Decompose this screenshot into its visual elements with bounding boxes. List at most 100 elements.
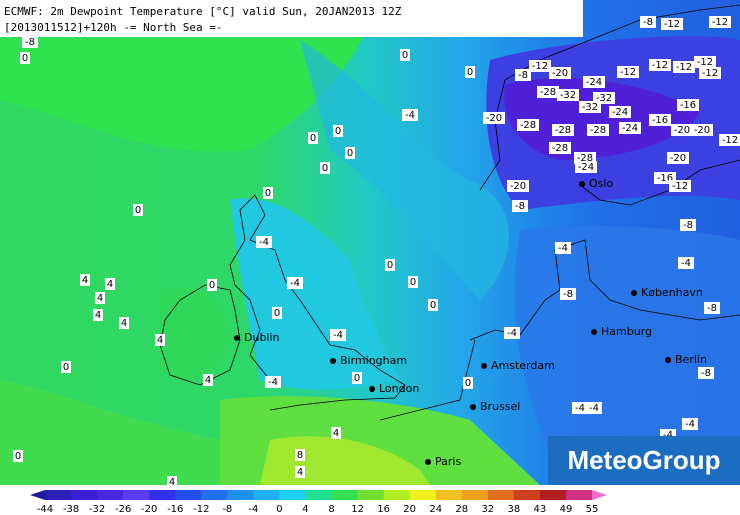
contour-label: 0 (274, 308, 280, 319)
label-box (105, 278, 115, 290)
label-box (649, 114, 671, 126)
contour-label: 4 (97, 293, 103, 304)
label-box (640, 16, 656, 28)
contour-label: 0 (63, 362, 69, 373)
contour-label: 0 (387, 260, 393, 271)
colorbar-label: 38 (507, 504, 520, 515)
label-box (256, 236, 272, 248)
label-box (330, 329, 346, 341)
colorbar-swatch (175, 490, 202, 500)
contour-label: -28 (540, 87, 556, 98)
label-box (529, 60, 551, 72)
city-dot (425, 459, 431, 465)
label-box (617, 66, 639, 78)
contour-label: -8 (518, 70, 528, 81)
contour-label: 0 (354, 373, 360, 384)
colorbar-swatch (149, 490, 176, 500)
label-box (552, 124, 574, 136)
colorbar-label: 28 (455, 504, 468, 515)
label-box (680, 219, 696, 231)
colorbar-swatch (71, 490, 98, 500)
label-box (295, 449, 305, 461)
colorbar-swatch (435, 490, 463, 500)
label-box (320, 162, 330, 174)
city-dot (591, 329, 597, 335)
colorbar-swatch (357, 490, 385, 500)
label-box (207, 279, 217, 291)
colorbar-swatch (253, 490, 280, 500)
label-box (560, 288, 576, 300)
logo-box (548, 436, 740, 485)
contour-label: -28 (555, 125, 571, 136)
contour-label: -28 (590, 125, 606, 136)
label-box (463, 377, 473, 389)
colorbar-swatch (279, 490, 306, 500)
label-box (515, 69, 531, 81)
label-box (587, 124, 609, 136)
label-box (682, 418, 698, 430)
contour-label: 0 (310, 133, 316, 144)
contour-label: -4 (268, 377, 278, 388)
label-box (649, 59, 671, 71)
contour-label: -4 (575, 403, 585, 414)
label-box (61, 361, 71, 373)
label-box (549, 67, 571, 79)
city-name: Hamburg (601, 325, 652, 338)
contour-label: 4 (205, 375, 211, 386)
contour-label: 0 (410, 277, 416, 288)
label-box (575, 161, 597, 173)
contour-label: 0 (209, 280, 215, 291)
city-name: Paris (435, 455, 461, 468)
contour-label: -16 (652, 115, 668, 126)
label-box (694, 56, 716, 68)
label-box (619, 122, 641, 134)
label-box (704, 302, 720, 314)
contour-label: -12 (702, 68, 718, 79)
map-background (0, 0, 740, 486)
colorbar-label: -26 (115, 504, 131, 515)
contour-label: -8 (683, 220, 693, 231)
contour-label: -12 (697, 57, 713, 68)
label-box (80, 274, 90, 286)
contour-label: -20 (694, 125, 710, 136)
label-box (677, 99, 699, 111)
contour-label: -4 (507, 328, 517, 339)
colorbar-label: 0 (276, 504, 282, 515)
header-subtitle: [2013011512]+120h -= North Sea =- (4, 21, 223, 34)
contour-label: -12 (620, 67, 636, 78)
label-box (678, 257, 694, 269)
contour-label: -8 (25, 37, 35, 48)
label-box (719, 134, 740, 146)
cities: Oslo København Hamburg Berlin Amsterdam Bruss… (234, 177, 707, 468)
colorbar-label: 43 (534, 504, 547, 515)
colorbar-label: -8 (222, 504, 232, 515)
label-box (265, 376, 281, 388)
contour-label: 0 (347, 148, 353, 159)
label-box (93, 309, 103, 321)
contour-label: 4 (333, 428, 339, 439)
city-name: Brussel (480, 400, 520, 413)
contour-label: -16 (680, 100, 696, 111)
city-name: Amsterdam (491, 359, 555, 372)
label-box (119, 317, 129, 329)
contour-label: -4 (558, 243, 568, 254)
label-box (557, 89, 579, 101)
colorbar-swatch (487, 490, 515, 500)
label-box (408, 276, 418, 288)
label-box (331, 427, 341, 439)
label-box (691, 124, 713, 136)
label-box (295, 466, 305, 478)
label-box (669, 180, 691, 192)
contour-label: -12 (672, 181, 688, 192)
label-box (555, 242, 571, 254)
contour-label: 0 (335, 126, 341, 137)
contour-label: -12 (712, 17, 728, 28)
label-box (583, 76, 605, 88)
colorbar-label: 49 (560, 504, 573, 515)
contour-label: 0 (135, 205, 141, 216)
colorbar-label: -20 (141, 504, 157, 515)
contour-label: -4 (333, 330, 343, 341)
colorbar-end (592, 490, 607, 500)
city-name: København (641, 286, 703, 299)
